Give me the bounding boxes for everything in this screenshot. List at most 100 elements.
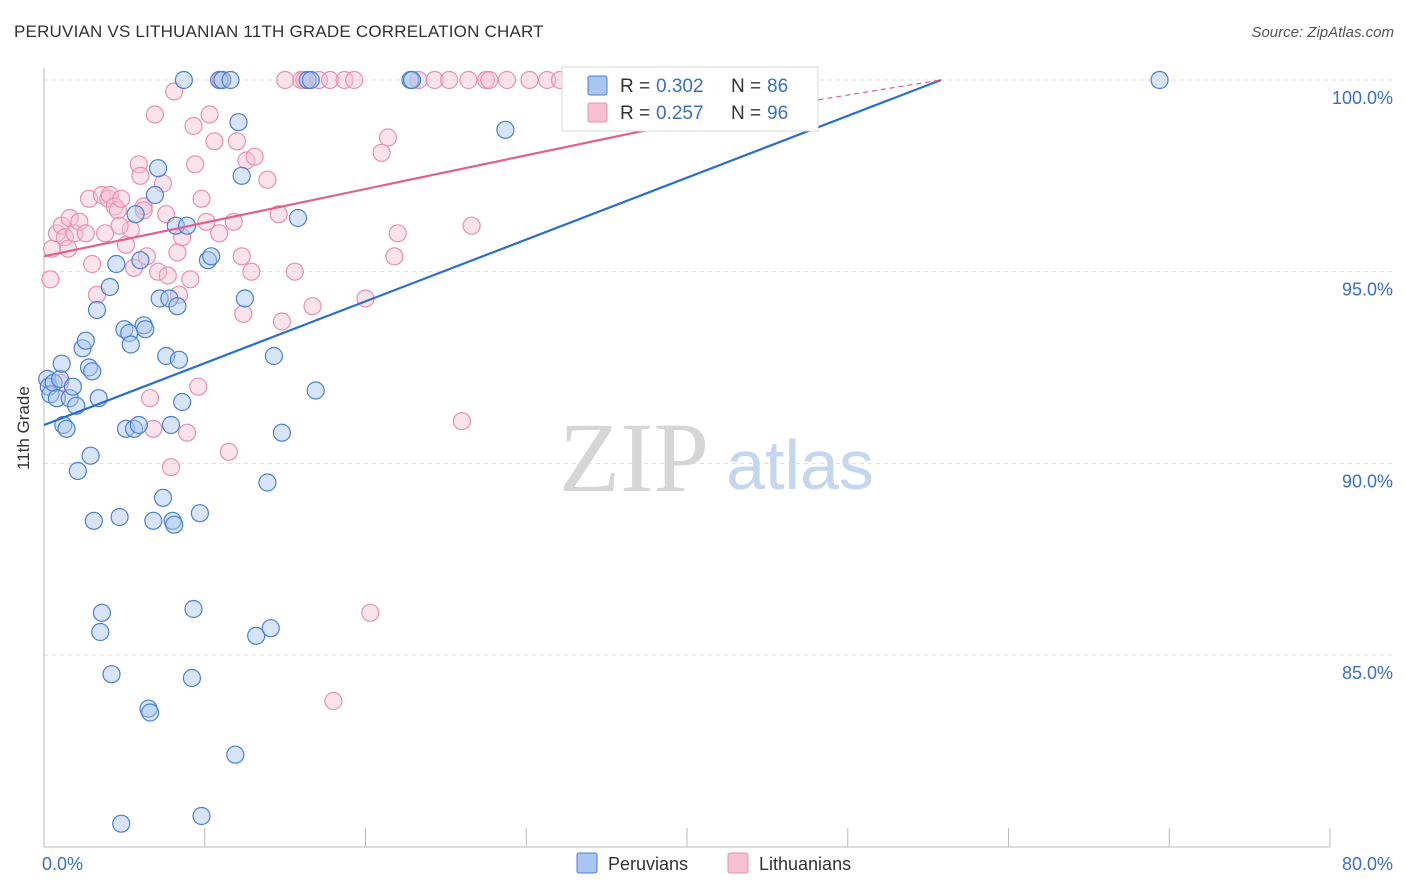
lithuanians-point [537,70,557,90]
series-legend-swatch-peruvians [576,852,598,874]
lithuanians-point [372,143,391,162]
peruvians-point [202,247,221,266]
lithuanians-point [70,212,89,231]
peruvians-point [221,70,240,90]
lithuanians-point [108,201,128,220]
lithuanians-point [200,105,219,124]
tick-labels: 85.0% 90.0% 95.0% 100.0% 0.0% 80.0% [42,88,1393,874]
lithuanians-point [110,216,129,235]
lithuanians-point [76,224,95,243]
lithuanians-point [459,70,478,90]
legend-r-value-1: 0.302 [656,76,704,97]
peruvians-point [190,504,209,523]
peruvians-point [144,511,163,530]
series-legend-swatch-lithuanians [727,852,749,874]
lithuanians-point [361,603,380,622]
peruvians-point [184,599,203,619]
peruvians-point [226,745,245,764]
peruvians-point [91,622,110,642]
peruvians-point [102,665,121,684]
peruvians-point [306,381,325,400]
lithuanians-point [192,189,211,208]
legend-n-value-2: 96 [767,103,788,124]
lithuanians-point [158,266,177,285]
legend-n-label-1: N = [731,76,761,97]
lithuanians-point [149,262,168,281]
peruvians-point [136,320,155,339]
legend-r-label-2: R = [620,103,650,124]
lithuanians-trend-line [43,117,704,258]
lithuanians-point [83,254,102,274]
peruvians-point [192,806,211,826]
lithuanians-point [169,285,189,304]
lithuanians-point [55,228,75,247]
peruvians-point [121,335,140,354]
peruvians-trend-line [43,78,942,427]
peruvians-point [258,473,277,492]
lithuanians-point [258,170,277,189]
peruvians-point [182,668,201,688]
peruvians-point [84,511,103,530]
series-legend-label-peruvians: Peruvians [608,854,688,874]
lithuanians-point [497,70,517,90]
series-legend: Peruvians Lithuanians [576,852,851,874]
lithuanians-point [173,228,192,247]
y-axis-label: 11th Grade [14,386,33,470]
peruvians-point [92,603,112,622]
peruvians-point [232,166,251,185]
lithuanians-point [112,189,131,208]
lithuanians-point [480,70,499,90]
peruvians-point [288,208,308,228]
lithuanians-point [184,116,203,136]
x-tick-label-max: 80.0% [1342,854,1393,874]
peruvians-point [100,277,120,297]
lithuanians-point [440,70,459,90]
lithuanians-point [168,243,187,262]
lithuanians-point [378,128,398,147]
lithuanians-point [124,258,144,277]
peruvians-point [60,389,79,408]
peruvians-point [87,300,107,320]
peruvians-point [403,70,422,90]
peruvians-point [110,507,129,527]
legend-n-value-1: 86 [767,76,788,97]
peruvians-point [107,254,126,274]
lithuanians-point [161,458,181,477]
lithuanians-point [388,224,407,243]
series-legend-label-lithuanians: Lithuanians [759,854,851,874]
peruvians-point [1150,70,1169,90]
peruvians-point [47,389,67,408]
peruvians-point [63,377,83,396]
lithuanians-point [227,132,246,151]
lithuanians-point [205,132,224,151]
lithuanians-point [321,70,340,90]
peruvians-point [131,251,150,270]
legend-swatch-pink [587,102,608,123]
stats-legend: R = 0.302 N = 86 R = 0.257 N = 96 [561,66,819,132]
peruvians-point [169,350,189,369]
lithuanians-point [186,155,205,174]
lithuanians-point [210,224,229,243]
peruvians-point [76,331,95,350]
lithuanians-point [452,412,471,431]
watermark-atlas: atlas [726,426,874,504]
peruvians-point [247,626,266,645]
lithuanians-point [345,70,364,90]
legend-swatch-blue [587,75,608,96]
lithuanians-point [242,262,261,281]
lithuanians-point [100,185,120,205]
lithuanians-point [285,262,304,281]
y-tick-label: 85.0% [1342,663,1393,683]
lithuanians-point [95,224,115,243]
lithuanians-point [141,389,160,408]
peruvians-point [83,362,102,381]
lithuanians-point [131,166,150,185]
peruvians-point [150,289,169,308]
peruvians-point [126,205,145,224]
lithuanians-point [219,442,238,461]
lithuanians-point [232,247,251,266]
lithuanians-point [462,216,481,235]
peruvians-point [57,419,76,438]
lithuanians-point [129,155,148,174]
